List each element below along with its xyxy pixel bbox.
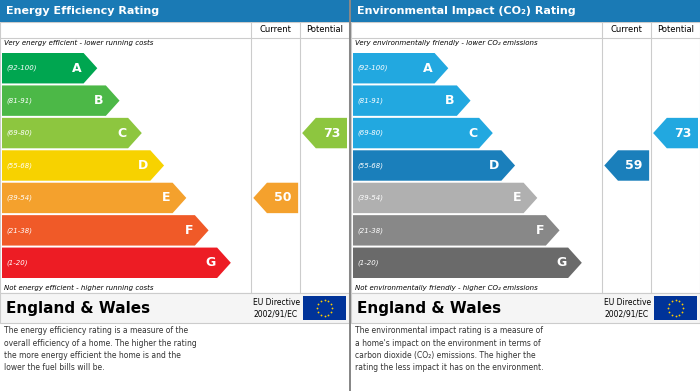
Polygon shape bbox=[253, 183, 298, 213]
Text: A: A bbox=[72, 62, 82, 75]
Text: EU Directive
2002/91/EC: EU Directive 2002/91/EC bbox=[604, 298, 652, 318]
Polygon shape bbox=[604, 150, 649, 181]
Text: The environmental impact rating is a measure of
a home's impact on the environme: The environmental impact rating is a mea… bbox=[355, 326, 543, 373]
Text: Potential: Potential bbox=[657, 25, 694, 34]
Text: Not environmentally friendly - higher CO₂ emissions: Not environmentally friendly - higher CO… bbox=[355, 285, 538, 291]
Text: (39-54): (39-54) bbox=[6, 195, 32, 201]
Text: 73: 73 bbox=[323, 127, 340, 140]
Text: Very energy efficient - lower running costs: Very energy efficient - lower running co… bbox=[4, 40, 153, 46]
Text: England & Wales: England & Wales bbox=[6, 301, 150, 316]
Polygon shape bbox=[353, 118, 493, 148]
Text: 59: 59 bbox=[625, 159, 642, 172]
Polygon shape bbox=[2, 215, 209, 246]
Polygon shape bbox=[353, 215, 559, 246]
Text: (92-100): (92-100) bbox=[6, 65, 36, 72]
Polygon shape bbox=[302, 118, 347, 148]
Bar bbox=[349, 0, 351, 391]
Text: EU Directive
2002/91/EC: EU Directive 2002/91/EC bbox=[253, 298, 300, 318]
Text: E: E bbox=[513, 192, 522, 204]
Polygon shape bbox=[353, 183, 538, 213]
Polygon shape bbox=[2, 53, 97, 83]
Polygon shape bbox=[2, 183, 186, 213]
Bar bbox=[303, 296, 346, 320]
Bar bbox=[351, 293, 700, 323]
Text: Current: Current bbox=[611, 25, 643, 34]
Text: Energy Efficiency Rating: Energy Efficiency Rating bbox=[6, 6, 159, 16]
Text: (69-80): (69-80) bbox=[357, 130, 383, 136]
Text: Very environmentally friendly - lower CO₂ emissions: Very environmentally friendly - lower CO… bbox=[355, 40, 538, 46]
Text: (81-91): (81-91) bbox=[357, 97, 383, 104]
Text: England & Wales: England & Wales bbox=[357, 301, 501, 316]
Bar bbox=[0, 22, 349, 293]
Text: F: F bbox=[184, 224, 193, 237]
Text: (1-20): (1-20) bbox=[6, 260, 27, 266]
Text: (21-38): (21-38) bbox=[6, 227, 32, 233]
Polygon shape bbox=[353, 53, 448, 83]
Polygon shape bbox=[353, 248, 582, 278]
Text: D: D bbox=[138, 159, 148, 172]
Bar bbox=[351, 22, 700, 293]
Text: (81-91): (81-91) bbox=[6, 97, 32, 104]
Text: Current: Current bbox=[260, 25, 292, 34]
Bar bbox=[0, 293, 349, 323]
Text: (55-68): (55-68) bbox=[357, 162, 383, 169]
Text: (69-80): (69-80) bbox=[6, 130, 32, 136]
Text: B: B bbox=[94, 94, 104, 107]
Text: (55-68): (55-68) bbox=[6, 162, 32, 169]
Text: The energy efficiency rating is a measure of the
overall efficiency of a home. T: The energy efficiency rating is a measur… bbox=[4, 326, 197, 373]
Text: 50: 50 bbox=[274, 192, 291, 204]
Text: E: E bbox=[162, 192, 171, 204]
Polygon shape bbox=[2, 150, 164, 181]
Polygon shape bbox=[2, 85, 120, 116]
Polygon shape bbox=[2, 118, 142, 148]
Text: C: C bbox=[117, 127, 126, 140]
Text: Not energy efficient - higher running costs: Not energy efficient - higher running co… bbox=[4, 285, 153, 291]
Text: Environmental Impact (CO₂) Rating: Environmental Impact (CO₂) Rating bbox=[357, 6, 575, 16]
Text: (92-100): (92-100) bbox=[357, 65, 388, 72]
Text: 73: 73 bbox=[673, 127, 691, 140]
Text: (21-38): (21-38) bbox=[357, 227, 383, 233]
Bar bbox=[0, 0, 349, 22]
Text: G: G bbox=[205, 256, 215, 269]
Text: (39-54): (39-54) bbox=[357, 195, 383, 201]
Bar bbox=[654, 296, 697, 320]
Text: (1-20): (1-20) bbox=[357, 260, 379, 266]
Text: C: C bbox=[468, 127, 477, 140]
Text: B: B bbox=[445, 94, 455, 107]
Polygon shape bbox=[353, 85, 470, 116]
Polygon shape bbox=[353, 150, 515, 181]
Bar bbox=[351, 0, 700, 22]
Text: G: G bbox=[556, 256, 566, 269]
Text: F: F bbox=[536, 224, 544, 237]
Polygon shape bbox=[2, 248, 231, 278]
Text: D: D bbox=[489, 159, 499, 172]
Polygon shape bbox=[653, 118, 698, 148]
Text: A: A bbox=[423, 62, 433, 75]
Text: Potential: Potential bbox=[306, 25, 343, 34]
